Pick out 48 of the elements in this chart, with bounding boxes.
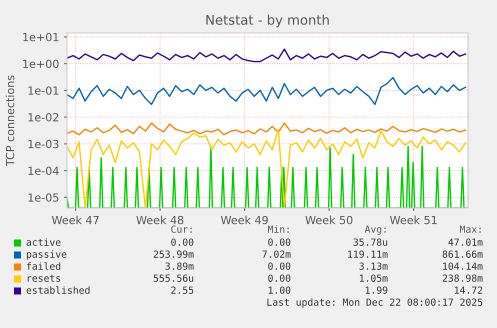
legend-label: passive [26,250,66,260]
x-tick-label: Week 48 [136,216,184,224]
line-series [67,48,466,62]
legend-label: resets [28,274,60,282]
text: 7.02m [262,250,291,258]
y-tick-label: 1e+00 [23,60,59,68]
x-tick-label: Week 49 [220,216,268,224]
text: 1.99 [366,286,388,294]
text: Min: [268,225,289,233]
y-tick-label: 1e+01 [23,32,58,42]
text: 0.00 [268,238,290,246]
text: 0.00 [171,238,194,246]
text: 14.72 [454,286,482,294]
text: 47.01m [448,238,483,246]
y-tick-label: 1e-01 [28,86,58,95]
y-tick-label: 1e-05 [28,193,58,202]
text: 3.89m [165,262,194,270]
text: 119.11m [348,250,388,258]
text: 238.98m [442,274,483,282]
line-series [67,76,466,106]
text: 0.00 [268,274,290,282]
y-axis-title: TCP connections [6,75,14,166]
text: Cur: [171,225,192,233]
legend-label: failed [26,262,60,270]
text: 104.14m [443,262,483,270]
text: 0.00 [268,262,290,270]
text: 35.78u [354,238,388,246]
chart-title: Netstat - by month [206,14,329,28]
x-tick-label: Week 47 [52,216,99,224]
text: 1.05m [360,274,388,282]
legend-label: established [26,286,90,294]
line-series [67,128,466,208]
text: 1.00 [268,286,290,294]
y-tick-label: 1e-03 [28,140,58,148]
text: Last update: Mon Dec 22 08:00:17 2025 [267,298,482,308]
text: 555.56u [154,274,194,282]
text: 2.55 [171,286,194,294]
text: 3.13m [359,262,388,270]
y-tick-label: 1e-02 [28,113,58,122]
y-tick-label: 1e-04 [28,166,59,175]
legend-label: active [26,238,61,246]
line-series [67,122,466,136]
text: 253.99m [154,250,194,258]
text: Max: [460,226,481,233]
x-tick-label: Week 51 [390,216,437,224]
text: Avg: [364,226,386,235]
x-tick-label: Week 50 [305,216,352,224]
text: 861.66m [442,250,483,258]
